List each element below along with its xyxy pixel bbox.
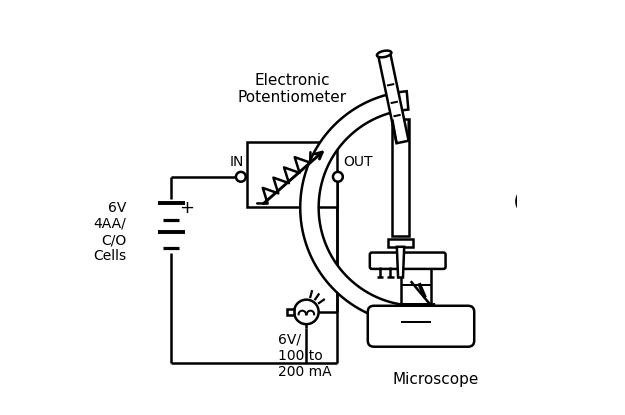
Circle shape — [236, 172, 246, 182]
Text: Microscope: Microscope — [392, 372, 479, 387]
Text: +: + — [179, 198, 194, 217]
Polygon shape — [300, 91, 437, 324]
Text: 6V
4AA/
C/O
Cells: 6V 4AA/ C/O Cells — [93, 201, 126, 264]
Text: 6V/
100 to
200 mA: 6V/ 100 to 200 mA — [278, 332, 331, 379]
Bar — [388, 239, 413, 247]
Polygon shape — [378, 53, 409, 143]
Bar — [287, 309, 294, 315]
Text: IN: IN — [229, 155, 244, 168]
Ellipse shape — [377, 51, 391, 57]
Bar — [247, 142, 337, 208]
FancyBboxPatch shape — [368, 306, 474, 347]
Bar — [392, 120, 409, 236]
Circle shape — [333, 172, 342, 182]
FancyBboxPatch shape — [370, 253, 446, 269]
Text: Electronic
Potentiometer: Electronic Potentiometer — [238, 73, 347, 105]
Circle shape — [522, 194, 537, 209]
Circle shape — [516, 188, 542, 215]
Text: OUT: OUT — [343, 155, 372, 168]
Bar — [401, 267, 431, 312]
Polygon shape — [397, 247, 404, 278]
Circle shape — [294, 300, 319, 324]
